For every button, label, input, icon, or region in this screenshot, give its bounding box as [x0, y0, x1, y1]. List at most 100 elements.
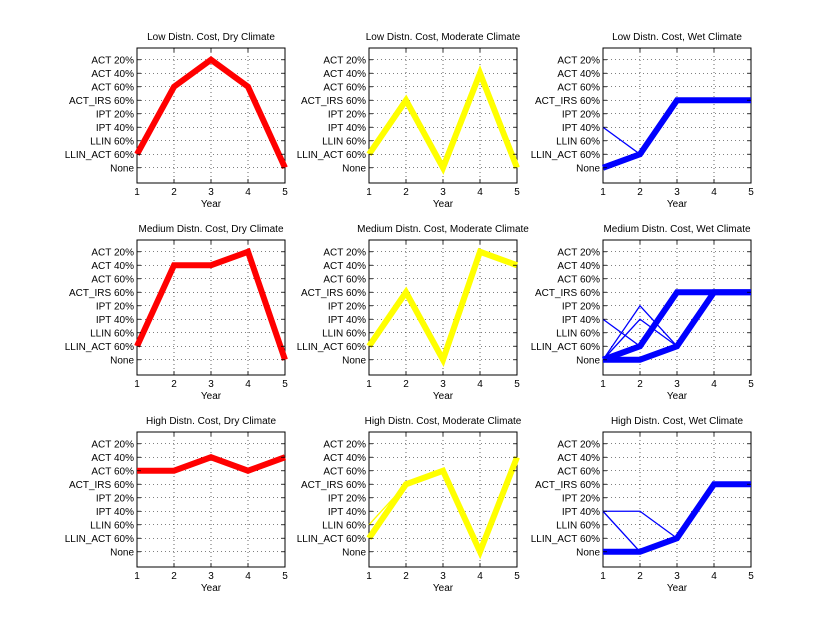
x-tick-label: 1: [600, 379, 606, 390]
x-tick-label: 1: [134, 187, 140, 198]
y-tick-label: ACT_IRS 60%: [69, 480, 134, 491]
y-tick-label: ACT_IRS 60%: [301, 288, 366, 299]
y-tick-label: None: [342, 163, 366, 174]
y-tick-label: ACT 60%: [91, 466, 134, 477]
y-tick-label: None: [110, 547, 134, 558]
x-tick-label: 3: [674, 379, 680, 390]
x-tick-label: 4: [477, 187, 483, 198]
subplot-title: Low Distn. Cost, Dry Climate: [147, 32, 275, 43]
x-tick-label: 2: [171, 187, 177, 198]
series-line: [134, 247, 288, 361]
subplot-title: Medium Distn. Cost, Dry Climate: [138, 224, 283, 235]
series-line: [603, 483, 751, 540]
y-tick-label: None: [576, 355, 600, 366]
y-tick-label: None: [576, 163, 600, 174]
series-line: [602, 291, 751, 361]
x-tick-label: 2: [403, 571, 409, 582]
x-axis-label: Year: [433, 583, 454, 594]
y-tick-label: IPT 20%: [328, 109, 366, 120]
series-line: [368, 457, 518, 554]
y-tick-label: ACT 20%: [91, 439, 134, 450]
x-tick-label: 4: [245, 379, 251, 390]
y-tick-label: IPT 20%: [96, 301, 134, 312]
subplot-4: Medium Distn. Cost, Dry Climate ACT 20% AC…: [65, 224, 289, 402]
subplot-title: Low Distn. Cost, Moderate Climate: [366, 32, 521, 43]
y-tick-label: None: [110, 355, 134, 366]
y-tick-label: None: [342, 547, 366, 558]
x-tick-label: 3: [440, 187, 446, 198]
y-tick-label: LLIN_ACT 60%: [65, 534, 134, 545]
y-tick-label: IPT 40%: [328, 315, 366, 326]
y-tick-label: ACT 20%: [323, 439, 366, 450]
y-tick-label: ACT 60%: [323, 466, 366, 477]
y-tick-label: ACT 60%: [323, 274, 366, 285]
y-tick-label: ACT 20%: [91, 55, 134, 66]
subplot-title: Medium Distn. Cost, Wet Climate: [603, 224, 751, 235]
y-tick-label: ACT 40%: [323, 261, 366, 272]
y-tick-label: ACT_IRS 60%: [535, 96, 600, 107]
x-tick-label: 1: [366, 379, 372, 390]
y-tick-label: LLIN 60%: [322, 520, 366, 531]
y-tick-label: ACT 20%: [91, 247, 134, 258]
subplot-title: Medium Distn. Cost, Moderate Climate: [357, 224, 529, 235]
x-tick-label: 4: [245, 187, 251, 198]
y-tick-label: ACT 20%: [323, 247, 366, 258]
y-tick-label: ACT 40%: [91, 453, 134, 464]
subplot-title: High Distn. Cost, Wet Climate: [611, 416, 744, 427]
x-tick-label: 2: [637, 379, 643, 390]
x-tick-label: 5: [748, 571, 754, 582]
x-axis-label: Year: [667, 583, 688, 594]
y-tick-label: LLIN_ACT 60%: [531, 534, 600, 545]
y-tick-label: IPT 20%: [562, 109, 600, 120]
y-tick-label: IPT 40%: [328, 507, 366, 518]
x-tick-label: 1: [134, 379, 140, 390]
x-tick-label: 4: [477, 379, 483, 390]
x-tick-label: 5: [282, 379, 288, 390]
y-tick-label: ACT 60%: [323, 82, 366, 93]
y-tick-label: LLIN_ACT 60%: [297, 342, 366, 353]
x-tick-label: 4: [711, 379, 717, 390]
y-tick-label: IPT 40%: [562, 315, 600, 326]
x-tick-label: 5: [282, 187, 288, 198]
y-tick-label: LLIN_ACT 60%: [297, 534, 366, 545]
x-tick-label: 3: [208, 379, 214, 390]
x-tick-label: 4: [711, 571, 717, 582]
y-tick-label: LLIN 60%: [90, 136, 134, 147]
x-tick-label: 5: [282, 571, 288, 582]
series-line: [366, 247, 519, 368]
x-tick-label: 1: [134, 571, 140, 582]
y-tick-label: None: [110, 163, 134, 174]
y-tick-label: IPT 40%: [562, 123, 600, 134]
y-tick-label: IPT 40%: [562, 507, 600, 518]
y-tick-label: IPT 20%: [328, 301, 366, 312]
y-tick-label: IPT 20%: [328, 493, 366, 504]
y-tick-label: ACT_IRS 60%: [535, 288, 600, 299]
x-tick-label: 1: [600, 187, 606, 198]
x-axis-label: Year: [667, 391, 688, 402]
subplot-6: Medium Distn. Cost, Wet Climate ACT 20% AC…: [531, 224, 755, 402]
y-tick-label: IPT 20%: [96, 493, 134, 504]
x-tick-label: 3: [208, 187, 214, 198]
x-tick-label: 4: [711, 187, 717, 198]
y-tick-label: LLIN 60%: [322, 136, 366, 147]
y-tick-label: ACT 60%: [91, 82, 134, 93]
x-tick-label: 2: [403, 187, 409, 198]
y-tick-label: ACT_IRS 60%: [301, 96, 366, 107]
subplot-8: High Distn. Cost, Moderate Climate ACT 20…: [297, 416, 522, 594]
x-axis-label: Year: [433, 199, 454, 210]
x-tick-label: 2: [403, 379, 409, 390]
x-axis-label: Year: [201, 391, 222, 402]
x-tick-label: 5: [748, 187, 754, 198]
subplot-5: Medium Distn. Cost, Moderate Climate ACT …: [297, 224, 530, 402]
y-tick-label: LLIN 60%: [556, 136, 600, 147]
y-tick-label: ACT 40%: [91, 261, 134, 272]
series-line: [602, 99, 751, 156]
subplot-9: High Distn. Cost, Wet Climate ACT 20% ACT …: [531, 416, 755, 594]
y-tick-label: LLIN 60%: [322, 328, 366, 339]
y-tick-label: ACT 40%: [557, 453, 600, 464]
x-tick-label: 4: [477, 571, 483, 582]
x-tick-label: 3: [440, 379, 446, 390]
subplot-2: Low Distn. Cost, Moderate Climate ACT 20%…: [297, 32, 521, 210]
y-tick-label: ACT 40%: [91, 69, 134, 80]
